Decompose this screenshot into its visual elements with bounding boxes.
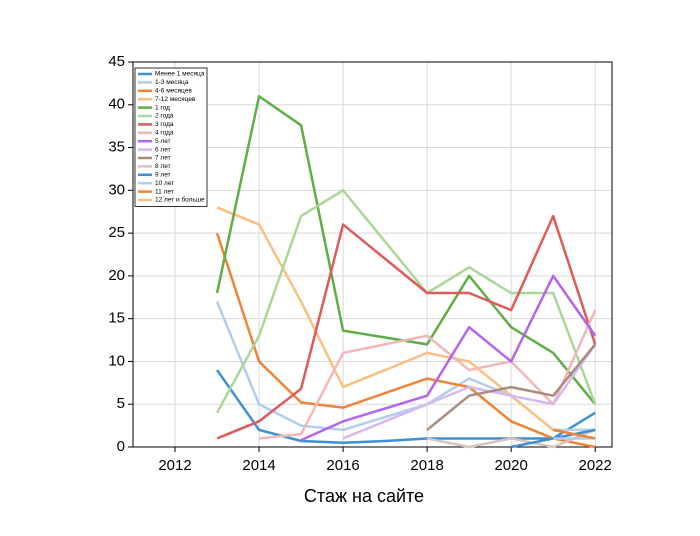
legend-label: 1 год [155, 104, 170, 111]
series-line [342, 343, 597, 440]
legend-label: 6 лет [155, 146, 171, 153]
legend-label: 3 года [155, 121, 174, 128]
y-tick-label: 0 [117, 438, 125, 455]
y-tick-label: 45 [108, 53, 125, 70]
y-tick-label: 30 [108, 181, 125, 198]
x-tick-label: 2016 [326, 457, 359, 474]
series-line [215, 232, 596, 449]
x-axis-label: Стаж на сайте [304, 486, 424, 506]
legend-label: 7 лет [155, 155, 171, 162]
y-tick-label: 25 [108, 224, 125, 241]
y-tick-label: 40 [108, 96, 125, 113]
legend-label: 10 лет [155, 180, 174, 187]
legend-label: 7-12 месяцев [155, 96, 196, 103]
y-tick-label: 20 [108, 267, 125, 284]
legend-label: 5 лет [155, 138, 171, 145]
series-line [216, 206, 596, 440]
legend-label: 8 лет [155, 163, 171, 170]
legend-label: 1-3 месяца [155, 79, 189, 86]
legend-label: 2 года [155, 113, 174, 120]
series-line [510, 428, 596, 449]
x-tick-label: 2012 [158, 457, 191, 474]
legend-label: 4 года [155, 130, 174, 137]
x-tick-label: 2014 [242, 457, 275, 474]
legend-label: 9 лет [155, 172, 171, 179]
y-tick-label: 10 [108, 352, 125, 369]
legend-label: 11 лет [155, 188, 174, 195]
y-tick-label: 35 [108, 139, 125, 156]
legend-label: 12 лет и больше [155, 196, 205, 204]
legend-label: 4-6 месяцев [155, 88, 192, 95]
y-tick-label: 15 [108, 310, 125, 327]
series-line [426, 428, 596, 449]
series-line [216, 214, 597, 440]
series-line [215, 189, 597, 414]
x-tick-label: 2020 [494, 457, 527, 474]
series-line [300, 274, 597, 442]
legend-label: Менее 1 месяца [155, 71, 205, 78]
series-line [426, 343, 597, 431]
x-tick-label: 2018 [410, 457, 443, 474]
y-tick-label: 5 [117, 395, 125, 412]
series-line [552, 428, 596, 440]
series-line [258, 309, 597, 440]
x-tick-label: 2022 [579, 457, 612, 474]
plot-frame [132, 61, 613, 448]
